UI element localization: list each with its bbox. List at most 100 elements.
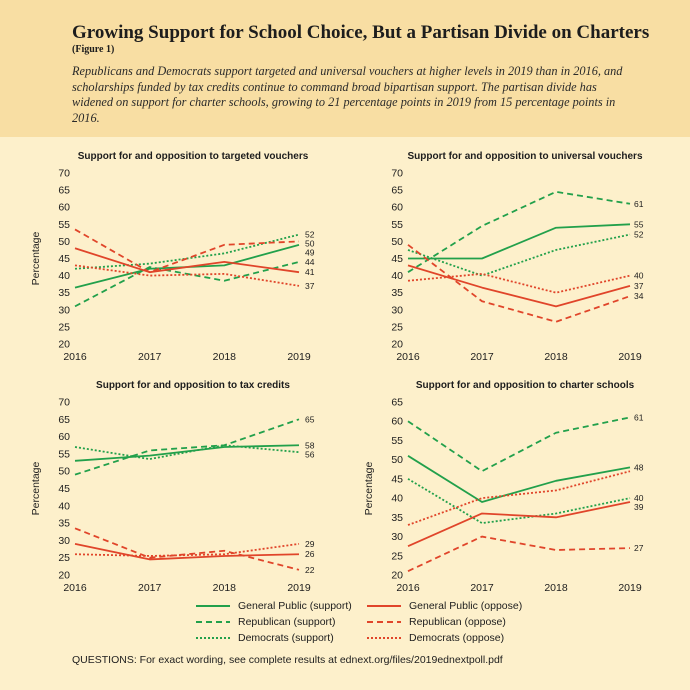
- y-tick-label: 35: [391, 287, 403, 299]
- chart-title: Support for and opposition to charter sc…: [416, 380, 635, 391]
- end-value-label: 50: [305, 239, 315, 249]
- x-tick-label: 2019: [618, 351, 642, 363]
- charts-area: Support for and opposition to targeted v…: [30, 151, 644, 594]
- legend-label: General Public (support): [238, 600, 352, 612]
- y-tick-label: 20: [391, 570, 403, 582]
- y-tick-label: 70: [58, 397, 70, 409]
- end-value-label: 39: [634, 502, 644, 512]
- end-value-label: 44: [305, 257, 315, 267]
- y-axis-label: Percentage: [363, 461, 375, 515]
- end-value-label: 52: [305, 230, 315, 240]
- series-line-democrats-support: [74, 233, 300, 270]
- legend-label: Democrats (support): [238, 632, 334, 644]
- legend-label: Republican (oppose): [409, 616, 506, 628]
- y-tick-label: 60: [58, 431, 70, 443]
- end-value-label: 61: [634, 412, 644, 422]
- y-axis-label: Percentage: [30, 461, 42, 515]
- y-tick-label: 25: [58, 321, 70, 333]
- y-tick-label: 25: [391, 550, 403, 562]
- y-tick-label: 35: [58, 287, 70, 299]
- x-tick-label: 2016: [63, 351, 87, 363]
- chart-panel-3: Support for and opposition to tax credit…: [30, 380, 315, 594]
- series-line-republican-support: [407, 190, 631, 273]
- end-value-label: 40: [634, 271, 644, 281]
- y-tick-label: 70: [58, 168, 70, 180]
- y-tick-label: 40: [58, 500, 70, 512]
- chart-title: Support for and opposition to universal …: [407, 151, 642, 162]
- y-tick-label: 25: [58, 552, 70, 564]
- series-line-general-public-oppose: [407, 264, 631, 308]
- legend-item-gp-oppose: General Public (oppose): [367, 600, 522, 612]
- series-line-general-public-support: [407, 455, 631, 503]
- figure-description: Republicans and Democrats support target…: [72, 64, 623, 125]
- series-line-general-public-support: [408, 223, 631, 260]
- legend-swatch-solid-red: [367, 605, 401, 607]
- end-value-label: 37: [634, 281, 644, 291]
- y-tick-label: 65: [58, 414, 70, 426]
- y-tick-label: 65: [391, 397, 403, 409]
- series-line-general-public-oppose: [74, 247, 300, 274]
- y-tick-label: 45: [391, 253, 403, 265]
- end-value-label: 49: [305, 248, 315, 258]
- end-value-label: 58: [305, 440, 315, 450]
- series-line-republican-support: [74, 418, 300, 476]
- x-tick-label: 2018: [544, 582, 568, 594]
- x-tick-label: 2017: [470, 351, 494, 363]
- legend-swatch-dashed-red: [367, 621, 401, 623]
- y-tick-label: 45: [58, 483, 70, 495]
- end-value-label: 48: [634, 462, 644, 472]
- x-tick-label: 2019: [287, 582, 311, 594]
- y-tick-label: 30: [391, 304, 403, 316]
- y-tick-label: 70: [391, 168, 403, 180]
- y-axis-label: Percentage: [30, 231, 42, 285]
- y-tick-label: 65: [58, 185, 70, 197]
- chart-title: Support for and opposition to tax credit…: [96, 380, 290, 391]
- y-tick-label: 45: [391, 473, 403, 485]
- end-value-label: 22: [305, 565, 315, 575]
- end-value-label: 34: [634, 291, 644, 301]
- x-tick-label: 2016: [396, 582, 420, 594]
- y-tick-label: 55: [58, 448, 70, 460]
- legend-item-rep-support: Republican (support): [196, 616, 335, 628]
- x-tick-label: 2017: [470, 582, 494, 594]
- series-line-republican-oppose: [407, 535, 631, 572]
- series-line-republican-oppose: [74, 228, 300, 274]
- y-tick-label: 30: [58, 304, 70, 316]
- figure-title: Growing Support for School Choice, But a…: [72, 22, 650, 43]
- series-line-republican-oppose: [407, 244, 631, 323]
- legend-item-dem-support: Democrats (support): [196, 632, 334, 644]
- x-tick-label: 2016: [396, 351, 420, 363]
- chart-panel-4: Support for and opposition to charter sc…: [363, 380, 644, 594]
- legend-swatch-dotted-red: [367, 637, 401, 639]
- series-line-democrats-support: [407, 233, 631, 277]
- y-tick-label: 60: [391, 416, 403, 428]
- series-line-general-public-oppose: [74, 542, 300, 561]
- y-tick-label: 35: [391, 512, 403, 524]
- y-tick-label: 50: [391, 236, 403, 248]
- y-tick-label: 50: [391, 454, 403, 466]
- legend-swatch-dashed-green: [196, 621, 230, 623]
- legend-label: Democrats (oppose): [409, 632, 505, 644]
- series-line-democrats-support: [74, 444, 300, 460]
- y-tick-label: 55: [58, 219, 70, 231]
- series-line-republican-support: [407, 416, 631, 473]
- legend-item-rep-oppose: Republican (oppose): [367, 616, 506, 628]
- end-value-label: 27: [634, 543, 644, 553]
- y-tick-label: 40: [391, 270, 403, 282]
- y-tick-label: 20: [58, 339, 70, 351]
- y-tick-label: 20: [391, 339, 403, 351]
- y-tick-label: 50: [58, 466, 70, 478]
- end-value-label: 40: [634, 493, 644, 503]
- chart-panel-1: Support for and opposition to targeted v…: [30, 151, 315, 363]
- y-tick-label: 35: [58, 518, 70, 530]
- end-value-label: 37: [305, 281, 315, 291]
- y-tick-label: 30: [58, 535, 70, 547]
- y-tick-label: 40: [58, 270, 70, 282]
- end-value-label: 26: [305, 549, 315, 559]
- chart-panel-2: Support for and opposition to universal …: [391, 151, 643, 363]
- series-line-democrats-oppose: [74, 542, 300, 557]
- end-value-label: 52: [634, 230, 644, 240]
- y-tick-label: 55: [391, 219, 403, 231]
- series-line-democrats-oppose: [407, 272, 631, 294]
